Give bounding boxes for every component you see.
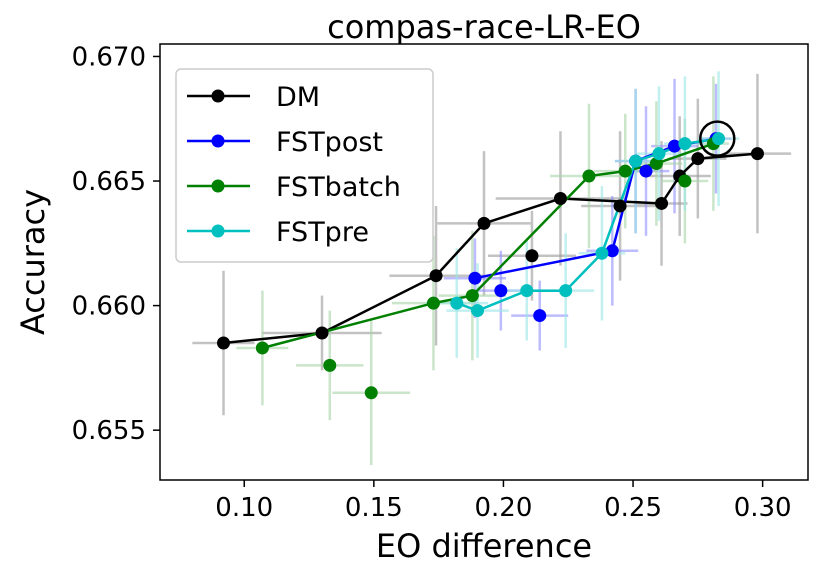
data-point-dm <box>217 336 231 350</box>
plot-area-frame <box>159 43 809 481</box>
data-point-fstpre <box>712 132 726 146</box>
legend-label-fstbatch: FSTbatch <box>276 172 401 203</box>
y-axis-label: Accuracy <box>14 189 52 335</box>
x-tick-label: 0.20 <box>474 493 532 523</box>
data-point-fstbatch <box>364 386 378 400</box>
data-point-fstpre <box>678 137 692 151</box>
x-axis-ticks: 0.10 0.15 0.20 0.25 0.30 <box>215 480 792 523</box>
legend-box <box>175 68 434 263</box>
data-point-fstpost <box>668 139 682 153</box>
x-tick-label: 0.30 <box>734 493 792 523</box>
y-tick-label: 0.665 <box>72 167 146 197</box>
x-tick-label: 0.10 <box>215 493 273 523</box>
legend-marker-fstbatch <box>211 179 225 193</box>
data-point-fstbatch <box>323 358 337 372</box>
legend-marker-fstpre <box>211 224 225 238</box>
y-axis-ticks: 0.655 0.660 0.665 0.670 <box>72 42 160 446</box>
legend-label-fstpost: FSTpost <box>276 127 383 158</box>
data-point-fstpre <box>520 284 534 298</box>
legend-label-fstpre: FSTpre <box>276 217 369 248</box>
data-point-fstpre <box>629 154 643 168</box>
legend: DM FSTpost FSTbatch FSTpre <box>175 68 434 263</box>
highlight-layer <box>699 120 736 157</box>
legend-marker-dm <box>211 89 225 103</box>
data-point-fstpost <box>605 244 619 258</box>
x-axis-label: EO difference <box>376 527 592 565</box>
data-point-fstpre <box>595 246 609 260</box>
data-point-fstbatch <box>426 296 440 310</box>
highlight-circle <box>699 120 736 157</box>
data-point-fstpre <box>450 296 464 310</box>
data-point-dm <box>429 269 443 283</box>
data-point-fstbatch <box>255 341 269 355</box>
data-point-fstbatch <box>618 164 632 178</box>
y-tick-label: 0.670 <box>72 42 146 72</box>
data-point-dm <box>553 191 567 205</box>
data-point-fstbatch <box>465 289 479 303</box>
marker-layer <box>217 132 764 400</box>
x-tick-label: 0.15 <box>345 493 403 523</box>
data-point-fstpre <box>559 284 573 298</box>
data-point-dm <box>613 199 627 213</box>
y-tick-label: 0.660 <box>72 292 146 322</box>
data-point-fstpost <box>639 164 653 178</box>
y-tick-label: 0.655 <box>72 416 146 446</box>
data-point-fstbatch <box>649 157 663 171</box>
data-point-fstpre <box>471 304 485 318</box>
data-point-dm <box>691 152 705 166</box>
chart-title: compas-race-LR-EO <box>327 8 641 46</box>
data-point-dm <box>655 196 669 210</box>
data-point-fstpost <box>494 284 508 298</box>
data-point-dm <box>477 216 491 230</box>
data-point-dm <box>750 147 764 161</box>
legend-marker-fstpost <box>211 134 225 148</box>
data-point-fstpre <box>652 147 666 161</box>
legend-label-dm: DM <box>276 82 320 113</box>
data-point-fstbatch <box>678 174 692 188</box>
data-point-fstbatch <box>582 169 596 183</box>
data-point-dm <box>315 326 329 340</box>
data-point-fstpost <box>468 271 482 285</box>
x-tick-label: 0.25 <box>604 493 662 523</box>
data-point-fstpost <box>533 309 547 323</box>
data-point-dm <box>525 249 539 263</box>
